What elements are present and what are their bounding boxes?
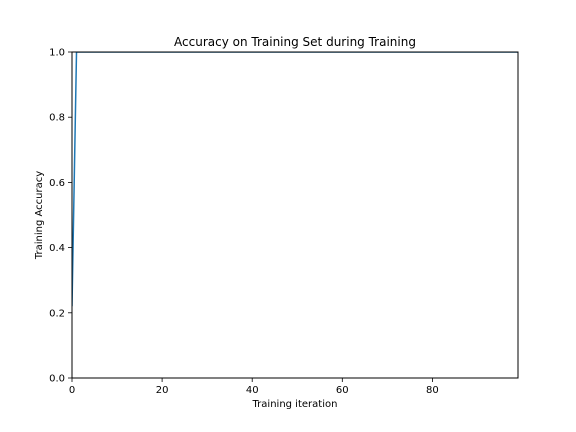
y-tick-label: 0.8 [49,113,65,124]
plot-background [72,52,518,378]
x-tick-label: 80 [426,385,439,396]
chart-title: Accuracy on Training Set during Training [174,35,416,49]
x-tick-label: 40 [246,385,259,396]
plot-area [71,51,519,379]
x-axis: 0 20 40 60 80 [69,378,439,396]
x-tick-label: 20 [156,385,169,396]
y-axis-label: Training Accuracy [34,171,45,260]
x-tick-label: 60 [336,385,349,396]
plot-frame [71,51,519,379]
y-tick-label: 0.2 [49,308,65,319]
y-tick-label: 0.0 [49,374,65,385]
x-axis-label: Training iteration [252,399,338,410]
y-tick-label: 0.4 [49,243,65,254]
y-axis: 0.0 0.2 0.4 0.6 0.8 1.0 [49,48,72,385]
y-tick-label: 0.6 [49,178,65,189]
y-tick-label: 1.0 [49,48,65,59]
x-tick-label: 0 [69,385,75,396]
